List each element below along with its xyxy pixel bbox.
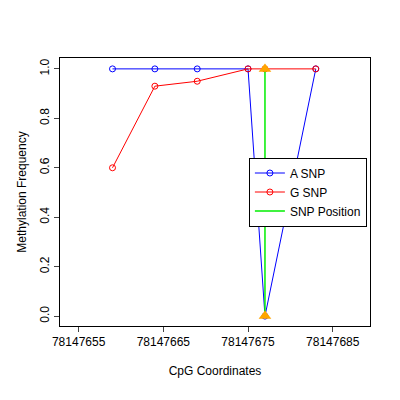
svg-text:G SNP: G SNP: [290, 186, 327, 200]
svg-text:SNP Position: SNP Position: [290, 205, 360, 219]
svg-text:78147665: 78147665: [137, 335, 191, 349]
svg-text:1.0: 1.0: [38, 58, 52, 75]
svg-text:Methylation Frequency: Methylation Frequency: [15, 131, 29, 252]
svg-text:0.4: 0.4: [38, 207, 52, 224]
svg-text:0.6: 0.6: [38, 157, 52, 174]
svg-text:0.8: 0.8: [38, 108, 52, 125]
svg-text:78147655: 78147655: [52, 335, 106, 349]
svg-text:78147675: 78147675: [221, 335, 275, 349]
svg-text:0.2: 0.2: [38, 256, 52, 273]
svg-text:A SNP: A SNP: [290, 167, 325, 181]
svg-text:78147685: 78147685: [306, 335, 360, 349]
svg-text:CpG Coordinates: CpG Coordinates: [169, 364, 262, 378]
svg-text:0.0: 0.0: [38, 306, 52, 323]
